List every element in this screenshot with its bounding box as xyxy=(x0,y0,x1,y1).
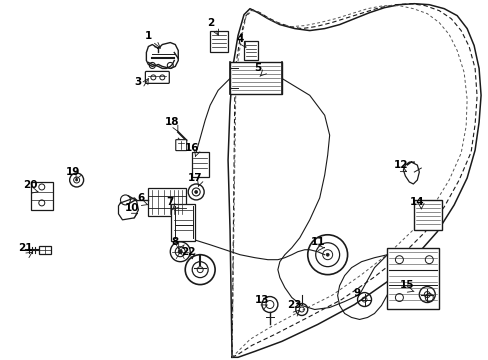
FancyBboxPatch shape xyxy=(39,246,51,254)
FancyBboxPatch shape xyxy=(148,188,186,216)
FancyBboxPatch shape xyxy=(171,204,195,241)
Text: 4: 4 xyxy=(236,33,243,44)
FancyBboxPatch shape xyxy=(191,152,208,176)
Text: 10: 10 xyxy=(125,203,140,213)
Circle shape xyxy=(178,250,182,254)
Text: 23: 23 xyxy=(287,300,302,310)
FancyBboxPatch shape xyxy=(229,62,281,94)
Text: 7: 7 xyxy=(166,197,174,207)
Text: 22: 22 xyxy=(181,247,195,257)
FancyBboxPatch shape xyxy=(145,71,169,84)
Text: 15: 15 xyxy=(399,280,414,289)
Text: 20: 20 xyxy=(23,180,38,190)
Text: 19: 19 xyxy=(65,167,80,177)
Text: 9: 9 xyxy=(353,288,360,298)
Text: 12: 12 xyxy=(393,160,408,170)
Text: 8: 8 xyxy=(171,237,179,247)
Text: 1: 1 xyxy=(144,31,152,41)
Text: 17: 17 xyxy=(187,173,202,183)
FancyBboxPatch shape xyxy=(31,182,53,210)
FancyBboxPatch shape xyxy=(413,200,441,230)
Text: 18: 18 xyxy=(164,117,179,127)
FancyBboxPatch shape xyxy=(210,31,227,53)
Circle shape xyxy=(325,253,328,256)
Text: 16: 16 xyxy=(184,143,199,153)
FancyBboxPatch shape xyxy=(175,140,186,150)
Text: 3: 3 xyxy=(135,77,142,87)
Circle shape xyxy=(194,190,197,193)
Text: 6: 6 xyxy=(138,193,145,203)
Text: 21: 21 xyxy=(19,243,33,253)
FancyBboxPatch shape xyxy=(386,248,438,310)
Text: 11: 11 xyxy=(310,237,325,247)
Text: 2: 2 xyxy=(207,18,214,28)
FancyBboxPatch shape xyxy=(244,41,258,60)
Circle shape xyxy=(76,179,78,181)
Text: 13: 13 xyxy=(254,294,268,305)
Text: 14: 14 xyxy=(409,197,424,207)
Text: 5: 5 xyxy=(254,63,261,73)
